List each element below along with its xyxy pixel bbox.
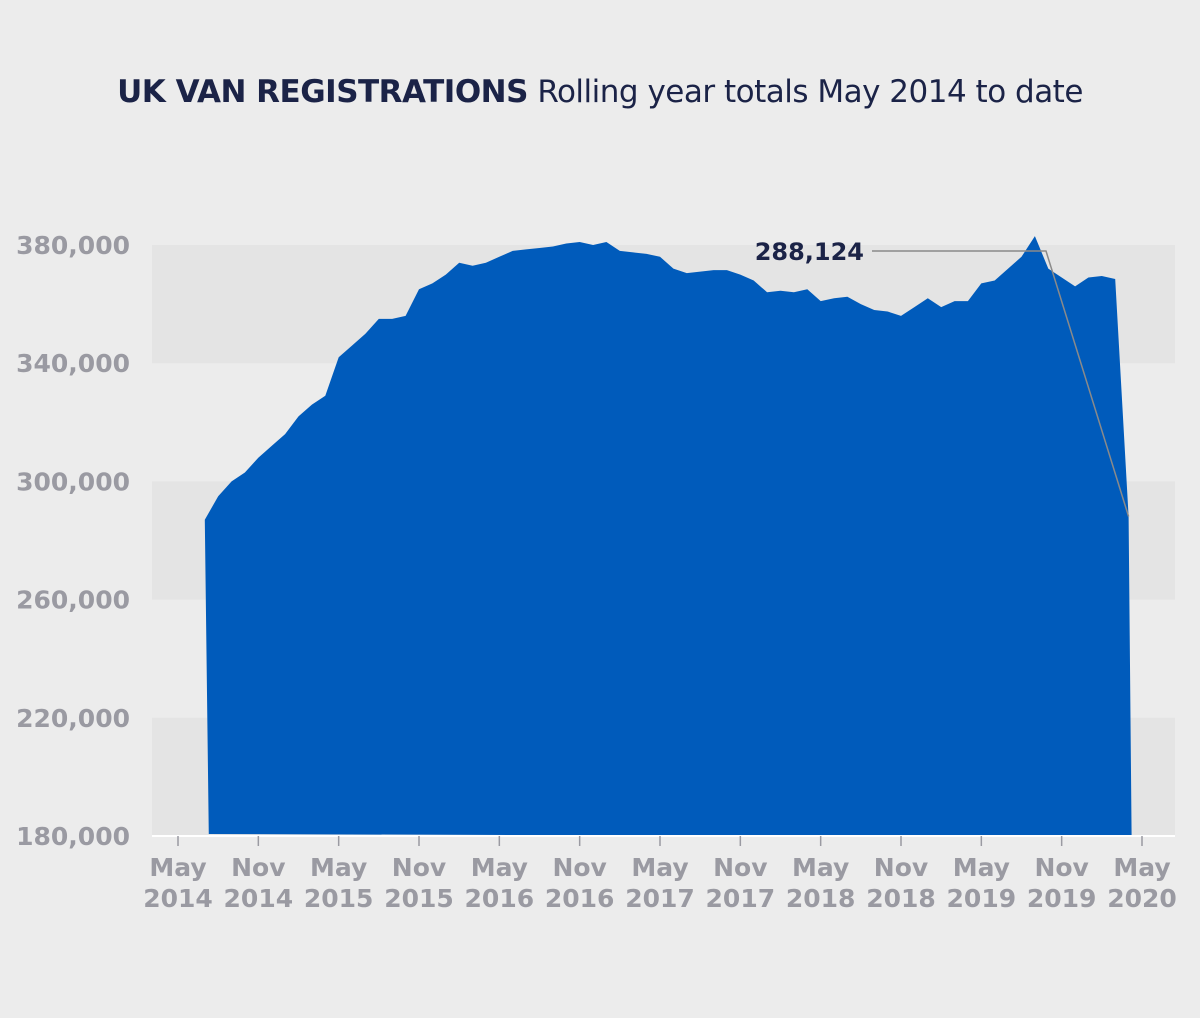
x-tick-label-year: 2018 (786, 884, 856, 913)
y-tick-label: 300,000 (16, 467, 130, 496)
x-tick-label-month: Nov (874, 853, 928, 882)
x-tick-label-month: Nov (392, 853, 446, 882)
x-tick-label-year: 2020 (1107, 884, 1177, 913)
y-tick-label: 380,000 (16, 231, 130, 260)
x-tick-label-month: May (1113, 853, 1170, 882)
x-tick-label-year: 2015 (384, 884, 454, 913)
x-tick-label-month: Nov (231, 853, 285, 882)
x-tick-label-month: Nov (552, 853, 606, 882)
area-series (204, 236, 1132, 838)
x-tick-label-year: 2017 (706, 884, 776, 913)
x-tick-label-month: May (471, 853, 528, 882)
x-tick-label-year: 2017 (625, 884, 695, 913)
y-tick-label: 180,000 (16, 822, 130, 851)
x-tick-label-month: May (631, 853, 688, 882)
x-axis: May2014Nov2014May2015Nov2015May2016Nov20… (143, 835, 1177, 913)
x-tick-label-year: 2019 (1027, 884, 1097, 913)
x-tick-label-year: 2018 (866, 884, 936, 913)
x-tick-label-month: Nov (713, 853, 767, 882)
x-tick-label-month: May (149, 853, 206, 882)
x-tick-label-month: Nov (1034, 853, 1088, 882)
x-tick-label-year: 2019 (947, 884, 1017, 913)
x-tick-label-year: 2014 (224, 884, 294, 913)
y-tick-label: 340,000 (16, 349, 130, 378)
x-tick-label-month: May (792, 853, 849, 882)
x-tick-label-month: May (310, 853, 367, 882)
chart-title-bold: UK VAN REGISTRATIONS (117, 74, 528, 110)
x-tick-label-year: 2015 (304, 884, 374, 913)
callout-leader-line (872, 250, 1130, 517)
y-tick-label: 260,000 (16, 586, 130, 615)
plot-area (204, 236, 1132, 838)
x-tick-label-year: 2014 (143, 884, 213, 913)
x-tick-label-year: 2016 (545, 884, 615, 913)
x-tick-label-year: 2016 (465, 884, 535, 913)
callout: 288,124 (755, 238, 1130, 517)
y-tick-label: 220,000 (16, 704, 130, 733)
x-tick-label-month: May (953, 853, 1010, 882)
callout-label: 288,124 (755, 238, 864, 266)
y-axis: 380,000 340,000 300,000 260,000 220,000 180,0… (16, 231, 130, 851)
chart-title: UK VAN REGISTRATIONS Rolling year totals… (0, 74, 1200, 110)
chart-title-subtitle: Rolling year totals May 2014 to date (537, 74, 1083, 110)
